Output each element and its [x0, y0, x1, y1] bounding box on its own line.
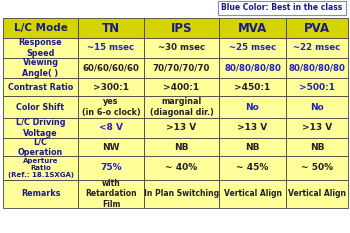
Bar	[286, 156, 348, 180]
Bar	[219, 156, 286, 180]
Text: Aperture
Ratio
(Ref.: 18.1SXGA): Aperture Ratio (Ref.: 18.1SXGA)	[7, 158, 74, 178]
Text: >400:1: >400:1	[163, 82, 200, 92]
Bar	[144, 18, 219, 38]
Bar	[286, 118, 348, 138]
Bar	[3, 18, 78, 38]
Text: Blue Color: Best in the class: Blue Color: Best in the class	[221, 3, 343, 13]
Text: >13 V: >13 V	[237, 123, 268, 133]
Bar	[219, 118, 286, 138]
Bar	[144, 58, 219, 78]
Bar	[219, 96, 286, 118]
Bar	[144, 96, 219, 118]
Text: <8 V: <8 V	[99, 123, 123, 133]
Bar	[144, 38, 219, 58]
Bar	[3, 138, 78, 156]
Text: 70/70/70/70: 70/70/70/70	[153, 64, 210, 72]
Text: L/C
Operation: L/C Operation	[18, 137, 63, 157]
Bar	[3, 118, 78, 138]
Text: 80/80/80/80: 80/80/80/80	[224, 64, 281, 72]
Text: No: No	[246, 103, 259, 112]
Text: IPS: IPS	[171, 21, 192, 34]
Text: >13 V: >13 V	[166, 123, 197, 133]
Bar	[144, 156, 219, 180]
Text: ~25 msec: ~25 msec	[229, 44, 276, 52]
Bar	[78, 38, 144, 58]
Bar	[286, 18, 348, 38]
Text: >450:1: >450:1	[234, 82, 271, 92]
Bar	[219, 180, 286, 208]
Bar	[78, 118, 144, 138]
Text: ~22 msec: ~22 msec	[293, 44, 341, 52]
Bar	[78, 58, 144, 78]
Text: yes
(in 6-o clock): yes (in 6-o clock)	[82, 97, 140, 116]
Bar	[3, 58, 78, 78]
Text: Remarks: Remarks	[21, 189, 60, 199]
Text: with
Retardation
Film: with Retardation Film	[85, 179, 137, 209]
Text: marginal
(diagonal dir.): marginal (diagonal dir.)	[149, 97, 214, 116]
Bar	[286, 38, 348, 58]
Bar	[144, 118, 219, 138]
Text: ~15 msec: ~15 msec	[88, 44, 134, 52]
Bar	[3, 78, 78, 96]
Text: NB: NB	[310, 143, 324, 151]
Bar	[218, 1, 346, 15]
Text: >13 V: >13 V	[302, 123, 332, 133]
Bar	[3, 38, 78, 58]
Bar	[144, 138, 219, 156]
Text: ~ 40%: ~ 40%	[165, 164, 198, 172]
Text: NB: NB	[174, 143, 189, 151]
Bar	[3, 96, 78, 118]
Text: L/C Mode: L/C Mode	[14, 23, 68, 33]
Bar	[286, 180, 348, 208]
Text: No: No	[310, 103, 324, 112]
Bar	[286, 96, 348, 118]
Text: >500:1: >500:1	[299, 82, 335, 92]
Bar	[219, 78, 286, 96]
Bar	[286, 78, 348, 96]
Bar	[219, 138, 286, 156]
Text: ~30 msec: ~30 msec	[158, 44, 205, 52]
Bar	[78, 156, 144, 180]
Text: 80/80/80/80: 80/80/80/80	[288, 64, 345, 72]
Text: ~ 45%: ~ 45%	[236, 164, 269, 172]
Bar	[286, 58, 348, 78]
Text: 75%: 75%	[100, 164, 122, 172]
Bar	[78, 96, 144, 118]
Bar	[219, 58, 286, 78]
Text: Contrast Ratio: Contrast Ratio	[8, 82, 73, 92]
Text: ~ 50%: ~ 50%	[301, 164, 333, 172]
Bar	[78, 78, 144, 96]
Text: Vertical Align: Vertical Align	[224, 189, 281, 199]
Text: Response
Speed: Response Speed	[19, 38, 62, 58]
Bar	[78, 180, 144, 208]
Text: Viewing
Angle( ): Viewing Angle( )	[22, 58, 58, 78]
Text: NW: NW	[102, 143, 120, 151]
Bar	[144, 180, 219, 208]
Bar	[78, 18, 144, 38]
Bar	[3, 156, 78, 180]
Text: TN: TN	[102, 21, 120, 34]
Bar	[144, 78, 219, 96]
Text: NB: NB	[245, 143, 260, 151]
Text: PVA: PVA	[304, 21, 330, 34]
Text: Vertical Align: Vertical Align	[288, 189, 346, 199]
Text: Color Shift: Color Shift	[16, 103, 64, 112]
Text: L/C Driving
Voltage: L/C Driving Voltage	[16, 118, 65, 137]
Bar	[3, 180, 78, 208]
Text: >300:1: >300:1	[93, 82, 129, 92]
Text: In Plan Switching: In Plan Switching	[144, 189, 219, 199]
Bar	[219, 38, 286, 58]
Text: MVA: MVA	[238, 21, 267, 34]
Bar	[78, 138, 144, 156]
Text: 60/60/60/60: 60/60/60/60	[83, 64, 139, 72]
Bar	[219, 18, 286, 38]
Bar	[286, 138, 348, 156]
